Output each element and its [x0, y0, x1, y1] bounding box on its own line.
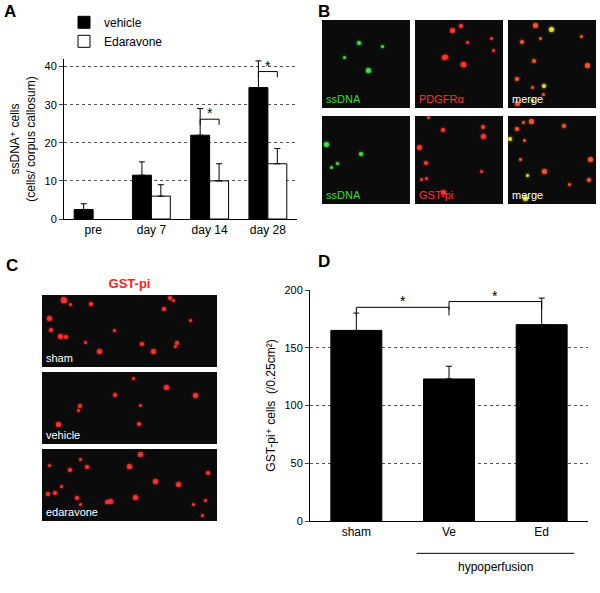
svg-text:*: *	[207, 105, 213, 121]
svg-text:day 7: day 7	[137, 223, 167, 237]
html-text:ssDNA: ssDNA	[326, 93, 361, 105]
svg-text:day 28: day 28	[250, 223, 286, 237]
svg-text:sham: sham	[342, 525, 371, 539]
svg-text:30: 30	[45, 99, 57, 111]
html-text:A: A	[4, 2, 17, 21]
svg-text:hypoperfusion: hypoperfusion	[458, 560, 533, 574]
svg-text:*: *	[265, 58, 271, 74]
svg-text:*: *	[400, 293, 406, 309]
svg-text:200: 200	[284, 284, 302, 296]
html-text:vehicle: vehicle	[46, 429, 81, 441]
html-text:sham: sham	[46, 352, 73, 364]
svg-text:*: *	[492, 288, 498, 304]
html-text:merge: merge	[512, 189, 544, 201]
svg-text:vehicle: vehicle	[104, 16, 142, 30]
svg-text:Edaravone: Edaravone	[104, 35, 162, 49]
svg-text:150: 150	[284, 342, 302, 354]
html-text:edaravone: edaravone	[46, 506, 98, 518]
html-text:GST-pi: GST-pi	[108, 276, 151, 291]
svg-text:pre: pre	[84, 223, 102, 237]
html-text:PDGFRα: PDGFRα	[419, 93, 464, 105]
html-text:merge: merge	[512, 93, 544, 105]
svg-text:100: 100	[284, 399, 302, 411]
html-text:C: C	[6, 256, 19, 275]
svg-text:Ed: Ed	[534, 525, 549, 539]
svg-text:day 14: day 14	[192, 223, 228, 237]
html-text:D: D	[318, 252, 331, 271]
svg-text:0: 0	[51, 213, 57, 225]
svg-text:GST-pi⁺ cells (/0.25cm²): GST-pi⁺ cells (/0.25cm²)	[264, 339, 278, 471]
svg-text:10: 10	[45, 175, 57, 187]
svg-text:20: 20	[45, 137, 57, 149]
svg-text:Ve: Ve	[442, 525, 456, 539]
html-text:GST-pi: GST-pi	[419, 189, 454, 201]
svg-text:ssDNA⁺ cells(cells/ corpus cal: ssDNA⁺ cells(cells/ corpus callosum)	[8, 76, 38, 201]
svg-text:0: 0	[297, 515, 303, 527]
svg-text:40: 40	[45, 60, 57, 72]
html-text:B: B	[318, 2, 331, 21]
html-text:ssDNA: ssDNA	[326, 189, 361, 201]
svg-text:50: 50	[291, 457, 303, 469]
